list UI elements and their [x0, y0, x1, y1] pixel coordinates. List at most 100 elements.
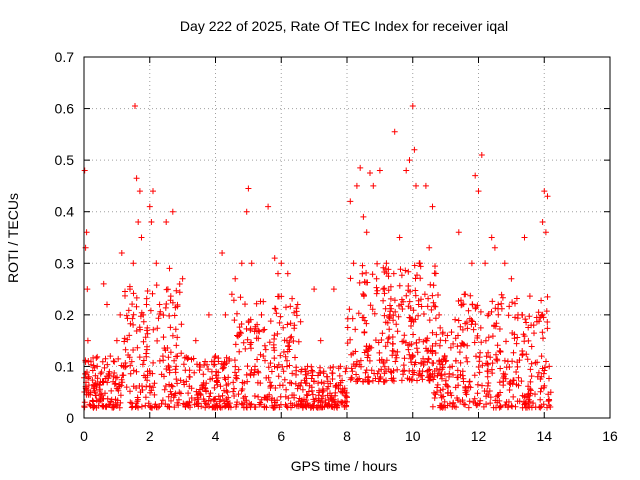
- data-point: [271, 363, 278, 370]
- data-point: [299, 402, 306, 409]
- data-point: [110, 404, 117, 411]
- data-point: [439, 361, 446, 368]
- data-point: [364, 279, 371, 286]
- data-point: [387, 295, 394, 302]
- data-point: [491, 323, 497, 330]
- data-point: [185, 390, 192, 397]
- data-point: [332, 389, 339, 396]
- data-point: [173, 376, 180, 383]
- data-point: [118, 250, 125, 256]
- data-point: [357, 357, 364, 364]
- data-point: [148, 404, 154, 411]
- data-point: [82, 370, 89, 377]
- data-point: [487, 354, 494, 361]
- data-point: [330, 286, 337, 293]
- data-point: [159, 353, 166, 360]
- data-point: [365, 352, 372, 359]
- data-point: [540, 335, 546, 342]
- data-point: [429, 203, 436, 210]
- data-point: [528, 373, 535, 380]
- data-point: [472, 172, 479, 179]
- data-point: [450, 371, 456, 378]
- data-point: [497, 404, 504, 410]
- data-point: [408, 323, 414, 329]
- data-point: [173, 287, 180, 294]
- data-point: [371, 310, 378, 317]
- data-point: [506, 387, 513, 393]
- data-point: [172, 366, 179, 373]
- data-point: [204, 361, 210, 368]
- data-point: [367, 170, 373, 176]
- data-point: [486, 388, 493, 394]
- data-point: [166, 265, 173, 272]
- data-point: [102, 355, 109, 362]
- data-point: [432, 303, 439, 310]
- data-point: [211, 354, 218, 361]
- data-point: [236, 348, 243, 355]
- data-point: [528, 322, 535, 329]
- data-point: [543, 358, 549, 365]
- data-point: [85, 373, 92, 380]
- data-point: [430, 282, 437, 289]
- data-point: [139, 387, 146, 393]
- data-point: [482, 260, 489, 267]
- data-point: [382, 305, 389, 312]
- x-tick-label: 12: [471, 428, 487, 444]
- data-point: [393, 321, 400, 328]
- data-point: [167, 293, 174, 300]
- data-point: [207, 376, 214, 383]
- data-point: [340, 389, 347, 396]
- data-point: [234, 310, 240, 317]
- data-point: [376, 167, 383, 174]
- data-point: [138, 234, 145, 241]
- data-point: [169, 208, 176, 215]
- data-point: [94, 363, 101, 370]
- y-tick-label: 0.6: [55, 101, 75, 117]
- data-point: [302, 380, 309, 387]
- data-point: [211, 384, 218, 391]
- data-point: [418, 359, 425, 366]
- data-point: [181, 401, 188, 408]
- data-point: [89, 377, 96, 384]
- data-point: [416, 260, 423, 267]
- data-point: [353, 371, 360, 378]
- data-point: [242, 393, 249, 400]
- data-point: [356, 279, 363, 286]
- data-point: [488, 308, 495, 315]
- data-point: [180, 361, 187, 368]
- data-point: [320, 387, 327, 394]
- data-point: [283, 386, 290, 393]
- data-point: [460, 341, 466, 347]
- data-point: [434, 381, 441, 388]
- data-point: [430, 299, 437, 306]
- data-point: [546, 363, 553, 370]
- data-point: [468, 321, 475, 328]
- data-point: [162, 383, 169, 389]
- data-point: [186, 399, 193, 406]
- data-point: [164, 345, 171, 351]
- data-point: [348, 351, 355, 358]
- data-point: [276, 319, 283, 326]
- data-point: [484, 312, 491, 319]
- data-point: [455, 317, 462, 324]
- data-point: [223, 354, 230, 361]
- data-point: [130, 347, 137, 353]
- data-point: [84, 286, 91, 293]
- data-point: [541, 367, 548, 374]
- data-point: [237, 329, 244, 336]
- data-point: [510, 377, 517, 384]
- data-point: [429, 343, 436, 349]
- data-point: [272, 305, 279, 312]
- data-point: [433, 331, 440, 338]
- data-point: [172, 390, 179, 397]
- y-tick-label: 0.1: [55, 358, 75, 374]
- y-tick-label: 0.3: [55, 255, 75, 271]
- data-point: [165, 354, 172, 361]
- data-point: [260, 327, 267, 334]
- data-point: [83, 229, 90, 236]
- data-point: [378, 356, 385, 363]
- data-point: [239, 401, 246, 408]
- data-point: [165, 403, 172, 410]
- data-point: [226, 400, 233, 407]
- data-point: [489, 360, 496, 367]
